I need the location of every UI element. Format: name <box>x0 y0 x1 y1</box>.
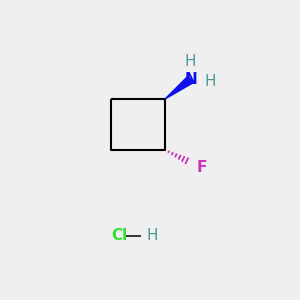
Text: H: H <box>204 74 216 89</box>
Text: H: H <box>185 54 196 69</box>
Text: N: N <box>184 72 197 87</box>
Polygon shape <box>165 76 193 99</box>
Text: F: F <box>196 160 207 175</box>
Text: H: H <box>146 228 158 243</box>
Text: Cl: Cl <box>111 228 127 243</box>
